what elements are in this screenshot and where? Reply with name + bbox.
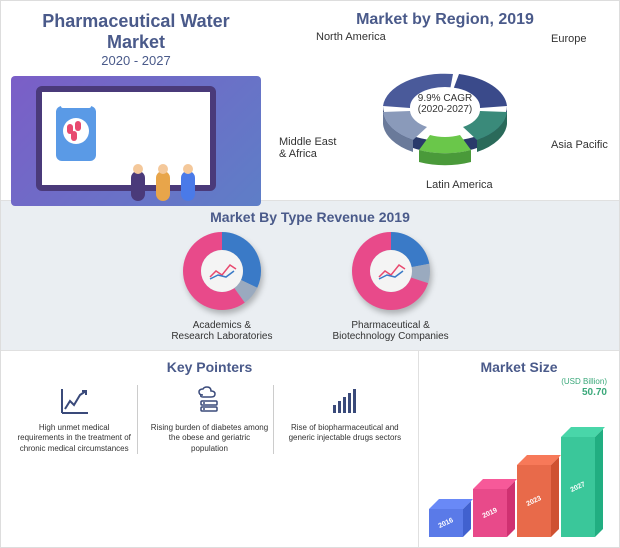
hero-illustration bbox=[11, 76, 261, 206]
market-size-unit: (USD Billion) bbox=[561, 377, 607, 386]
region-label: Latin America bbox=[426, 179, 493, 191]
key-pointers-panel: Key Pointers High unmet medical requirem… bbox=[1, 351, 419, 547]
pointer-item: Rising burden of diabetes among the obes… bbox=[146, 385, 273, 454]
pointer-items-row: High unmet medical requirements in the t… bbox=[11, 385, 408, 454]
market-size-peak: 50.70 bbox=[582, 387, 607, 398]
cagr-value: 9.9% CAGR bbox=[418, 93, 472, 104]
donut-svg bbox=[351, 231, 431, 311]
top-row: Pharmaceutical Water Market 2020 - 2027 … bbox=[1, 1, 619, 201]
donut-svg bbox=[182, 231, 262, 311]
pointer-text: Rise of biopharmaceutical and generic in… bbox=[286, 423, 404, 444]
chart-up-icon bbox=[58, 385, 90, 417]
hero-years: 2020 - 2027 bbox=[11, 53, 261, 68]
pointer-item: High unmet medical requirements in the t… bbox=[11, 385, 138, 454]
market-size-panel: Market Size (USD Billion) 50.70 2016 201… bbox=[419, 351, 619, 547]
region-label: Europe bbox=[551, 33, 586, 45]
region-chart-panel: Market by Region, 2019 bbox=[271, 1, 619, 200]
cagr-period: (2020-2027) bbox=[418, 104, 472, 115]
type-revenue-panel: Market By Type Revenue 2019 Academics &R… bbox=[1, 201, 619, 351]
region-label: Middle East& Africa bbox=[279, 136, 336, 160]
region-label: North America bbox=[316, 31, 386, 43]
donut-chart: Pharmaceutical &Biotechnology Companies bbox=[332, 231, 448, 342]
pointer-text: Rising burden of diabetes among the obes… bbox=[150, 423, 268, 454]
bottom-row: Key Pointers High unmet medical requirem… bbox=[1, 351, 619, 547]
donut-label: Academics &Research Laboratories bbox=[171, 320, 272, 342]
key-pointers-title: Key Pointers bbox=[11, 359, 408, 375]
market-size-bars: 2016 2019 2023 2027 bbox=[429, 427, 609, 537]
cloud-data-icon bbox=[193, 385, 225, 417]
type-revenue-title: Market By Type Revenue 2019 bbox=[11, 209, 609, 225]
hero-panel: Pharmaceutical Water Market 2020 - 2027 bbox=[1, 1, 271, 200]
pointer-text: High unmet medical requirements in the t… bbox=[15, 423, 133, 454]
donut-label: Pharmaceutical &Biotechnology Companies bbox=[332, 320, 448, 342]
infographic-container: Pharmaceutical Water Market 2020 - 2027 … bbox=[1, 1, 619, 547]
donut-chart: Academics &Research Laboratories bbox=[171, 231, 272, 342]
region-label: Asia Pacific bbox=[551, 139, 608, 151]
hero-title: Pharmaceutical Water Market bbox=[11, 11, 261, 53]
cagr-label: 9.9% CAGR (2020-2027) bbox=[418, 93, 472, 115]
market-size-title: Market Size bbox=[429, 359, 609, 375]
bars-up-icon bbox=[329, 385, 361, 417]
donut-charts-row: Academics &Research Laboratories Pharmac… bbox=[11, 231, 609, 342]
pointer-item: Rise of biopharmaceutical and generic in… bbox=[282, 385, 408, 454]
region-chart-title: Market by Region, 2019 bbox=[281, 11, 609, 29]
